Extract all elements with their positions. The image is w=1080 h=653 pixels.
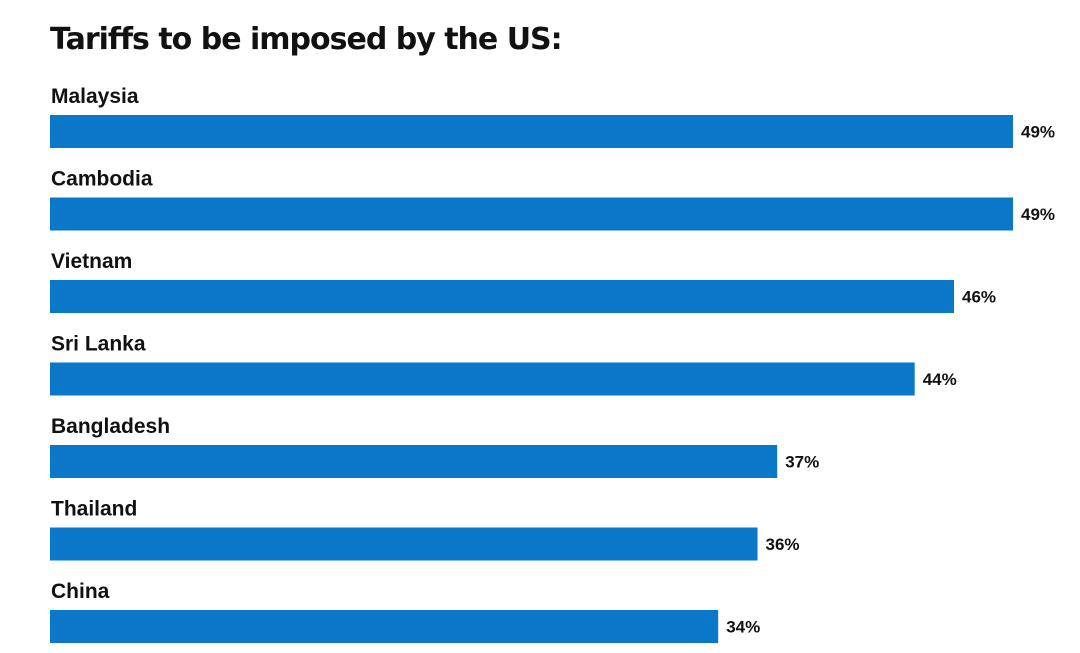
bar xyxy=(50,610,719,643)
value-label: 49% xyxy=(1021,123,1055,142)
value-label: 34% xyxy=(726,618,760,637)
category-label: China xyxy=(51,580,110,603)
category-label: Malaysia xyxy=(51,85,139,108)
chart-title: Tariffs to be imposed by the US: xyxy=(50,22,563,57)
bar xyxy=(50,115,1013,148)
bar xyxy=(50,445,778,478)
value-label: 37% xyxy=(785,453,819,472)
bar xyxy=(50,280,954,313)
value-label: 36% xyxy=(766,535,800,554)
category-label: Thailand xyxy=(51,498,137,521)
bar xyxy=(50,197,1013,231)
bar xyxy=(50,362,915,396)
value-label: 44% xyxy=(923,370,957,389)
value-label: 46% xyxy=(962,288,996,307)
bar xyxy=(50,527,758,561)
value-label: 49% xyxy=(1021,205,1055,224)
category-label: Bangladesh xyxy=(51,415,170,438)
category-label: Cambodia xyxy=(51,168,153,191)
category-label: Vietnam xyxy=(51,250,132,273)
category-label: Sri Lanka xyxy=(51,333,146,356)
